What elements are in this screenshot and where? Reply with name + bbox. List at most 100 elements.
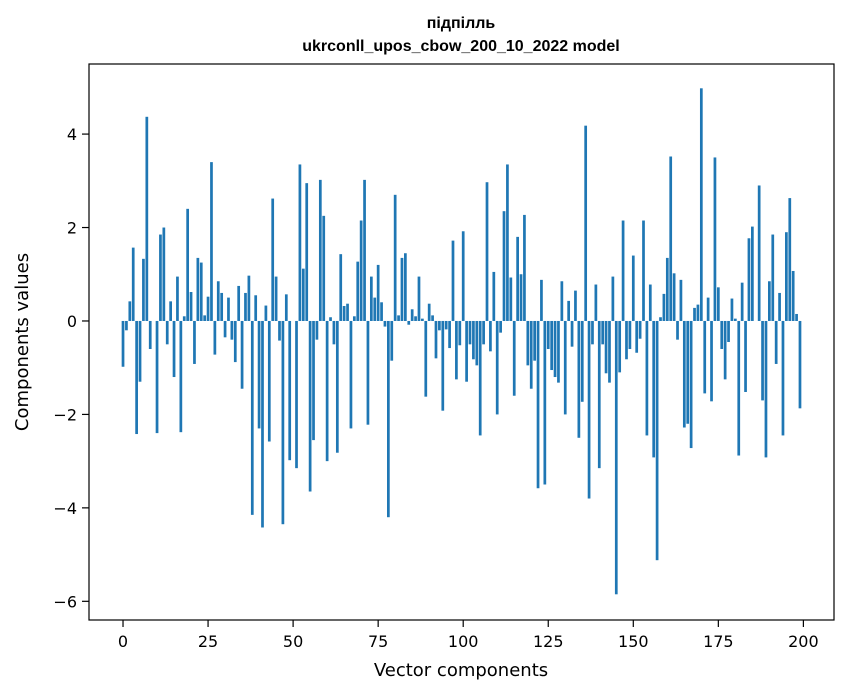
bar: [618, 320, 622, 373]
bar: [264, 305, 268, 321]
x-tick-label: 100: [448, 632, 479, 651]
bar: [628, 320, 632, 349]
bar: [570, 320, 574, 347]
bar: [492, 271, 496, 321]
y-axis-ticks: −6 −4 −2 0 2 4: [53, 125, 89, 611]
bar: [567, 300, 571, 321]
bar: [512, 320, 516, 396]
bar: [332, 320, 336, 345]
bar: [703, 320, 707, 394]
bar: [689, 320, 693, 449]
bar: [648, 284, 652, 321]
y-axis-label: Components values: [12, 253, 33, 431]
bar: [155, 320, 159, 434]
bar: [468, 320, 472, 345]
bar: [546, 320, 550, 349]
bar: [665, 257, 669, 321]
bar: [186, 208, 190, 321]
bar: [250, 320, 254, 515]
bar: [727, 320, 730, 342]
bar: [237, 285, 241, 321]
bar: [679, 279, 683, 321]
bar: [165, 320, 169, 345]
bar: [676, 320, 679, 340]
bar: [176, 276, 179, 321]
bar: [128, 301, 132, 321]
bar: [710, 320, 713, 402]
bar: [271, 198, 275, 321]
bars: [121, 88, 802, 595]
bar: [774, 320, 778, 364]
bar: [352, 316, 356, 321]
bar: [196, 257, 200, 321]
bar: [733, 318, 737, 321]
bar: [444, 320, 448, 330]
bar: [227, 297, 230, 321]
x-axis-ticks: 0 25 50 75 100 125 150 175 200: [118, 620, 819, 651]
y-tick-label: −2: [53, 405, 77, 424]
bar: [730, 298, 734, 321]
bar: [230, 320, 234, 340]
bar: [451, 240, 455, 321]
bar: [597, 320, 601, 469]
bar: [502, 211, 506, 321]
bar: [383, 320, 387, 327]
bar: [659, 317, 662, 321]
bar: [557, 320, 560, 383]
chart-subtitle: ukrconll_upos_cbow_200_10_2022 model: [302, 38, 619, 55]
x-tick-label: 200: [788, 632, 819, 651]
bar: [631, 255, 635, 321]
bar: [781, 320, 785, 436]
bar: [284, 294, 288, 321]
bar: [206, 296, 210, 321]
y-tick-label: −6: [53, 592, 77, 611]
bar: [587, 320, 591, 499]
y-tick-label: 0: [67, 312, 77, 331]
bar: [788, 198, 792, 321]
bar: [349, 320, 353, 429]
bar: [414, 316, 417, 321]
bar: [696, 304, 700, 321]
bar: [145, 116, 149, 321]
bar: [499, 320, 502, 333]
bar: [380, 302, 383, 321]
bar: [716, 287, 720, 321]
bar: [478, 320, 482, 436]
bar: [312, 320, 315, 441]
bar: [699, 88, 703, 321]
bar: [764, 320, 768, 458]
bar: [216, 281, 220, 321]
x-tick-label: 75: [368, 632, 388, 651]
bar: [737, 320, 741, 456]
bar: [223, 320, 227, 338]
bar: [325, 320, 329, 462]
bar: [519, 274, 523, 321]
bar: [455, 320, 458, 380]
bar: [135, 320, 138, 435]
chart-title: підпілль: [427, 15, 496, 32]
bar: [274, 276, 278, 321]
bar: [485, 182, 489, 321]
bar: [342, 306, 346, 321]
bar: [390, 320, 394, 361]
bar: [584, 125, 588, 321]
bar: [495, 320, 499, 415]
bar: [424, 320, 428, 397]
bar: [261, 320, 264, 528]
bar: [785, 232, 788, 321]
bar: [798, 320, 802, 409]
bar: [376, 264, 380, 321]
bar: [318, 179, 322, 321]
bar: [257, 320, 261, 429]
bar: [553, 320, 557, 378]
bar: [121, 320, 125, 367]
bar: [778, 292, 781, 321]
bar: [693, 307, 696, 321]
bar: [427, 303, 431, 321]
bar: [475, 320, 479, 366]
bar: [410, 309, 414, 321]
bar: [431, 315, 434, 321]
bar: [751, 226, 754, 321]
bar: [713, 157, 717, 321]
bar: [407, 320, 411, 325]
